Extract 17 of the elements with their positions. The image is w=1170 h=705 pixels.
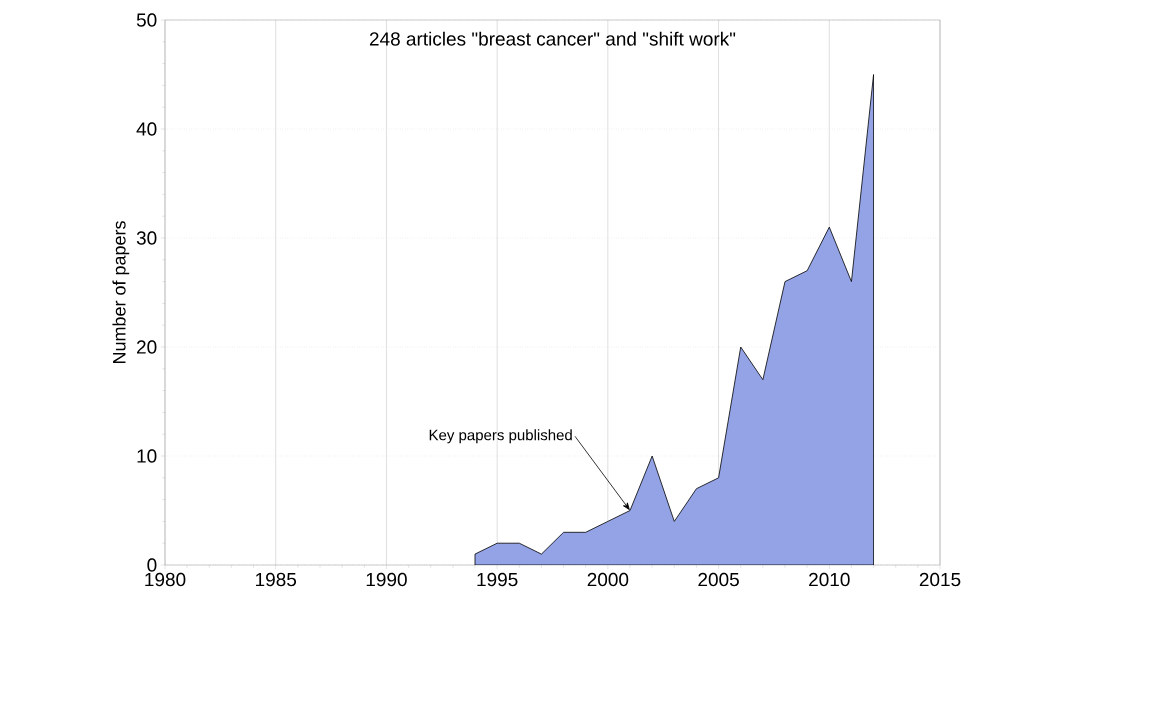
x-tick-label: 2015	[919, 572, 961, 587]
annotation: Key papers published	[429, 429, 572, 444]
y-tick-label: 20	[137, 340, 157, 354]
chart-title: 248 articles "breast cancer" and "shift work"	[369, 31, 736, 46]
x-tick-label: 1980	[145, 572, 186, 587]
x-tick-label: 2010	[809, 572, 850, 587]
x-tick-label: 2000	[587, 572, 629, 587]
x-tick-label: 1985	[256, 572, 297, 587]
x-tick-label: 1995	[477, 572, 518, 587]
x-tick-label: 2005	[698, 572, 739, 587]
y-tick-label: 0	[147, 558, 157, 572]
y-tick-label: 10	[137, 449, 157, 463]
y-tick-label: 30	[136, 231, 157, 245]
y-tick-label: 40	[136, 122, 157, 136]
y-tick-label: 50	[136, 13, 157, 27]
x-tick-label: 1990	[366, 572, 407, 587]
y-axis-title: Number of papers	[112, 221, 130, 364]
